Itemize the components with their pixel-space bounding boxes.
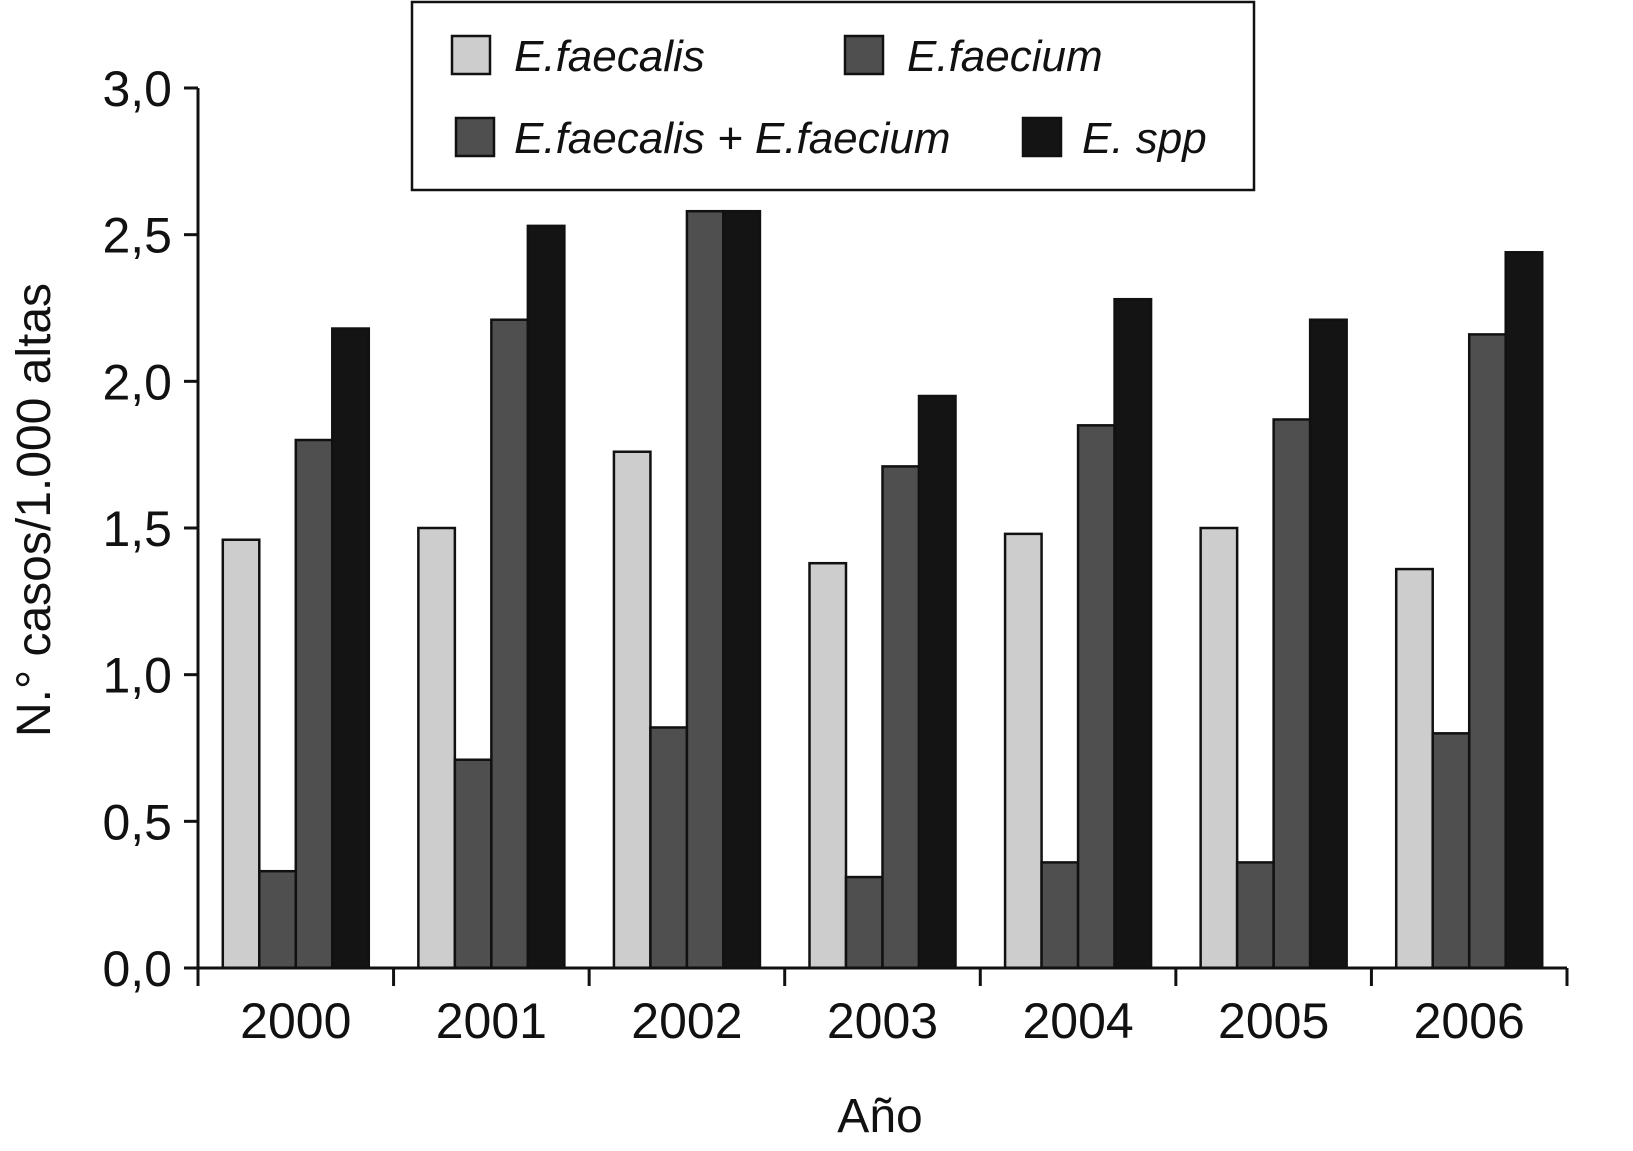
bar-2004-series-3 [1076, 424, 1116, 970]
x-tick-label: 2005 [1218, 993, 1329, 1049]
bar-2006-series-4 [1504, 251, 1544, 970]
y-tick-label: 1,5 [102, 501, 172, 557]
bar-2000-series-1 [221, 538, 261, 970]
bar-2003-series-1 [808, 561, 848, 970]
legend-label: E.faecalis [514, 32, 705, 81]
bar-2001-series-1 [417, 526, 457, 970]
legend: E.faecalis E.faecium E.faecalis + E.faeciu… [410, 0, 1256, 192]
legend-swatch [454, 116, 496, 158]
bar-2002-series-1 [612, 450, 652, 970]
bar-2005-series-2 [1235, 861, 1275, 970]
bar-2003-series-4 [917, 394, 957, 970]
bar-2000-series-3 [294, 438, 334, 970]
bar-2003-series-3 [881, 465, 921, 970]
x-tick-label: 2002 [631, 993, 742, 1049]
x-tick-label: 2003 [827, 993, 938, 1049]
bar-2002-series-2 [649, 726, 689, 970]
legend-swatch [450, 34, 492, 76]
bars-group [221, 209, 1544, 970]
y-tick-label: 0,5 [102, 794, 172, 850]
y-tick-label: 1,0 [102, 648, 172, 704]
bar-2001-series-4 [526, 224, 566, 970]
bar-2004-series-2 [1040, 861, 1080, 970]
bar-2005-series-4 [1308, 318, 1348, 970]
y-tick-label: 2,5 [102, 208, 172, 264]
bar-2000-series-2 [258, 869, 298, 970]
bar-2001-series-3 [490, 318, 530, 970]
bar-2005-series-3 [1272, 418, 1312, 970]
x-tick-label: 2001 [436, 993, 547, 1049]
axes-group: 0,0 0,5 1,0 1,5 2,0 2,5 3,0 2000 2001 2002 2003 200… [102, 61, 1569, 1049]
legend-swatch [843, 34, 885, 76]
x-tick-label: 2006 [1414, 993, 1525, 1049]
bar-2003-series-2 [844, 875, 884, 970]
y-tick-label: 0,0 [102, 941, 172, 997]
legend-label: E. spp [1082, 114, 1207, 163]
legend-box [410, 0, 1256, 192]
bar-2002-series-3 [685, 209, 725, 970]
x-axis-title: Año [837, 1090, 922, 1143]
x-tick-label: 2004 [1022, 993, 1133, 1049]
bar-2005-series-1 [1199, 526, 1239, 970]
legend-label: E.faecalis + E.faecium [514, 114, 951, 163]
bar-2006-series-3 [1467, 333, 1507, 970]
bar-2001-series-2 [453, 758, 493, 970]
legend-swatch [1021, 116, 1063, 158]
legend-label: E.faecium [907, 32, 1103, 81]
bar-2006-series-1 [1394, 567, 1434, 970]
y-axis-title: N.° casos/1.000 altas [8, 283, 61, 737]
bar-2004-series-1 [1003, 532, 1043, 970]
y-tick-label: 3,0 [102, 61, 172, 117]
bar-2004-series-4 [1113, 297, 1153, 970]
bar-2006-series-2 [1431, 732, 1471, 970]
y-tick-label: 2,0 [102, 354, 172, 410]
bar-2002-series-4 [722, 209, 762, 970]
bar-2000-series-4 [331, 327, 371, 970]
x-tick-label: 2000 [240, 993, 351, 1049]
